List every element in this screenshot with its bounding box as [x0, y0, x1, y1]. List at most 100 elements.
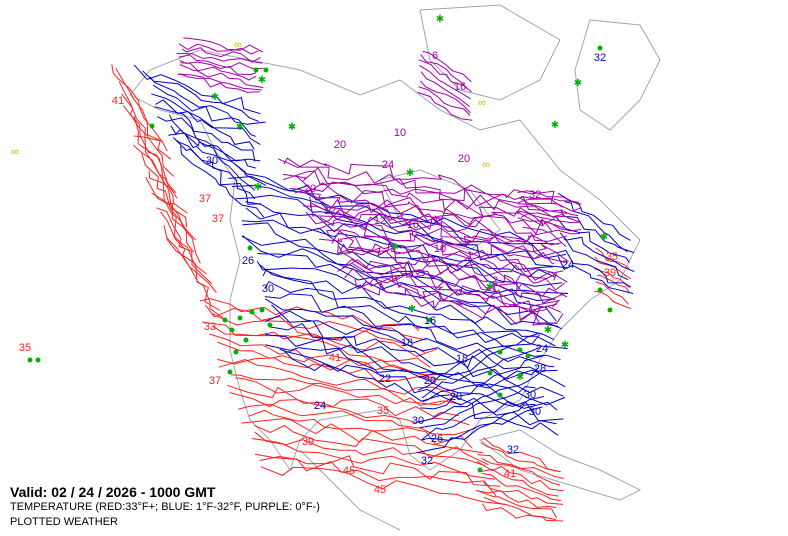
contour-label: 45	[343, 465, 355, 477]
isotherm	[476, 489, 557, 519]
isotherm	[518, 196, 582, 212]
isotherm	[156, 207, 213, 285]
isotherm	[476, 460, 564, 492]
snow-icon: ✱	[574, 78, 582, 89]
contour-label: 10	[407, 219, 419, 231]
contour-label: 35	[377, 405, 389, 417]
contour-label: 24	[536, 343, 548, 355]
snow-icon: ✱	[258, 75, 266, 86]
valid-time: Valid: 02 / 24 / 2026 - 1000 GMT	[10, 484, 216, 500]
isotherm	[163, 224, 221, 311]
rain-dot-icon	[35, 357, 41, 363]
isotherm	[264, 298, 558, 372]
rain-dot-icon	[259, 307, 265, 313]
isotherm	[122, 105, 177, 194]
isotherm	[422, 50, 472, 83]
isotherm	[174, 139, 256, 200]
contour-label: 32	[507, 444, 519, 456]
isotherm	[151, 93, 261, 146]
isotherm	[595, 281, 629, 305]
isotherm	[180, 62, 257, 81]
isotherm	[305, 211, 568, 264]
isotherm	[254, 424, 489, 466]
rain-dot-icon	[497, 349, 503, 355]
isotherm	[154, 106, 256, 162]
isotherm	[517, 190, 579, 203]
isotherm	[319, 236, 558, 284]
isotherm	[152, 84, 256, 137]
isotherm	[421, 346, 540, 399]
isotherm	[241, 219, 569, 294]
contour-label: 20	[304, 183, 316, 195]
isotherm	[309, 196, 562, 246]
isotherm	[594, 256, 632, 280]
isotherm	[278, 158, 555, 204]
isotherm	[151, 192, 207, 275]
isotherm	[517, 203, 579, 217]
contour-label: 41	[329, 352, 341, 364]
isotherm	[282, 167, 568, 214]
haze-icon: ∞	[482, 159, 490, 171]
isotherm	[317, 221, 555, 265]
contour-label: 39	[604, 267, 616, 279]
rain-dot-icon	[263, 67, 269, 73]
isotherm	[227, 384, 459, 418]
isotherm	[476, 490, 557, 509]
temperature-contours	[111, 37, 635, 522]
snow-icon: ✱	[516, 372, 524, 383]
contour-label: 12	[324, 205, 336, 217]
isotherm	[254, 453, 501, 487]
snow-icon: ✱	[211, 92, 219, 103]
snow-icon: ✱	[391, 242, 399, 253]
isotherm	[337, 238, 566, 291]
isotherm	[422, 355, 544, 403]
rain-dot-icon	[247, 245, 253, 251]
isotherm	[338, 246, 568, 298]
isotherm	[420, 80, 471, 114]
contour-label: 28	[534, 363, 546, 375]
isotherm	[420, 54, 468, 90]
isotherm	[258, 264, 556, 347]
isotherm	[482, 437, 561, 473]
snow-icon: ✱	[544, 325, 552, 336]
isotherm	[217, 341, 440, 381]
isotherm	[300, 191, 567, 242]
contour-label: 16	[424, 315, 436, 327]
contour-label: 12	[374, 215, 386, 227]
isotherm	[479, 468, 559, 497]
contour-label: 18	[456, 353, 468, 365]
isotherm	[231, 374, 456, 406]
isotherm	[259, 455, 497, 497]
isotherm	[145, 176, 201, 264]
isotherm	[178, 54, 264, 69]
isotherm	[181, 47, 261, 63]
isotherm	[560, 209, 635, 254]
rain-dot-icon	[249, 309, 255, 315]
isotherm	[483, 496, 557, 521]
rain-dot-icon	[427, 317, 433, 323]
rain-dot-icon	[517, 347, 523, 353]
contour-label: 37	[212, 213, 224, 225]
contour-label: 16	[454, 81, 466, 93]
isotherm	[480, 442, 559, 472]
contour-label: 2	[492, 275, 498, 287]
isotherm	[121, 93, 175, 177]
isotherm	[264, 310, 564, 397]
snow-icon: ✱	[486, 282, 494, 293]
isotherm	[422, 403, 536, 441]
isotherm	[337, 259, 558, 311]
isotherm	[418, 59, 472, 93]
isotherm	[183, 37, 263, 53]
isotherm	[564, 201, 628, 253]
isotherm	[166, 237, 224, 319]
contour-label: 26	[431, 433, 443, 445]
coastline	[299, 449, 401, 531]
contour-label: 32	[594, 52, 606, 64]
contour-label: 10	[434, 243, 446, 255]
layer-label: PLOTTED WEATHER	[10, 516, 118, 528]
plotted-weather: ✱ ✱ ✱ ✱ ✱ ✱ ✱ ✱ ✱ ✱ ✱ ✱ ✱ ✱ ✱ ✱ ∞ ∞ ∞ ∞	[11, 14, 613, 473]
isotherm	[178, 43, 259, 55]
isotherm	[235, 377, 462, 407]
isotherm	[353, 281, 558, 325]
